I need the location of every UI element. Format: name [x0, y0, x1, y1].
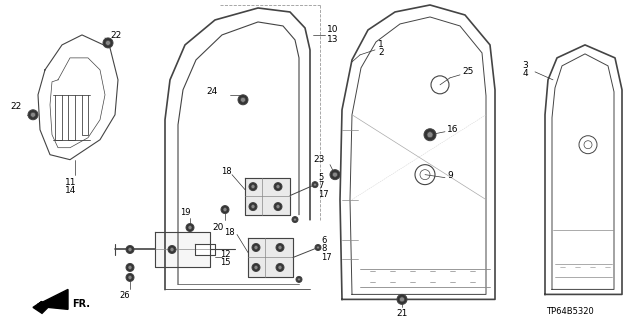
Text: 15: 15 — [220, 258, 230, 267]
Circle shape — [427, 132, 433, 138]
Circle shape — [314, 183, 317, 186]
Text: 16: 16 — [447, 125, 458, 134]
Text: 7: 7 — [318, 181, 323, 190]
Text: 6: 6 — [321, 236, 326, 245]
Text: 25: 25 — [462, 67, 474, 76]
Circle shape — [330, 170, 340, 180]
Circle shape — [126, 273, 134, 281]
Circle shape — [315, 244, 321, 250]
Text: 14: 14 — [65, 186, 76, 195]
Circle shape — [251, 204, 255, 209]
Circle shape — [333, 172, 337, 177]
Text: 1: 1 — [378, 41, 384, 49]
Text: 22: 22 — [110, 32, 121, 41]
Text: 9: 9 — [447, 171, 452, 180]
Text: 4: 4 — [522, 69, 528, 78]
Circle shape — [254, 265, 258, 270]
Text: 19: 19 — [180, 208, 190, 217]
Circle shape — [254, 246, 258, 249]
Circle shape — [252, 263, 260, 271]
Polygon shape — [195, 243, 215, 256]
Circle shape — [399, 297, 404, 302]
Circle shape — [249, 182, 257, 191]
Circle shape — [424, 129, 436, 141]
Circle shape — [170, 248, 174, 251]
Circle shape — [276, 204, 280, 209]
Circle shape — [126, 246, 134, 254]
Circle shape — [31, 112, 35, 117]
Text: 22: 22 — [10, 102, 21, 111]
Circle shape — [292, 217, 298, 223]
Text: 23: 23 — [314, 155, 325, 164]
Text: FR.: FR. — [72, 299, 90, 309]
Text: 26: 26 — [120, 291, 131, 300]
Circle shape — [188, 226, 192, 230]
Circle shape — [238, 95, 248, 105]
Circle shape — [397, 294, 407, 304]
Circle shape — [276, 243, 284, 251]
Circle shape — [278, 265, 282, 270]
Polygon shape — [245, 178, 290, 215]
Circle shape — [296, 277, 302, 282]
Circle shape — [223, 208, 227, 211]
Circle shape — [249, 203, 257, 211]
Circle shape — [221, 205, 229, 213]
Text: 13: 13 — [327, 35, 339, 44]
Circle shape — [168, 246, 176, 254]
Text: 17: 17 — [321, 253, 332, 262]
Text: 11: 11 — [65, 178, 77, 187]
Text: TP64B5320: TP64B5320 — [546, 307, 594, 316]
Circle shape — [298, 278, 301, 281]
Circle shape — [317, 246, 319, 249]
Circle shape — [126, 263, 134, 271]
Text: 18: 18 — [221, 167, 232, 176]
Circle shape — [278, 246, 282, 249]
Circle shape — [251, 185, 255, 189]
Text: 5: 5 — [318, 173, 323, 182]
Polygon shape — [155, 232, 210, 267]
Text: 24: 24 — [207, 87, 218, 96]
Circle shape — [274, 182, 282, 191]
Text: 20: 20 — [212, 223, 224, 232]
Circle shape — [128, 275, 132, 279]
Circle shape — [294, 218, 296, 221]
Circle shape — [252, 243, 260, 251]
Circle shape — [103, 38, 113, 48]
Text: 21: 21 — [396, 309, 408, 318]
Circle shape — [276, 185, 280, 189]
Circle shape — [106, 41, 111, 45]
Circle shape — [28, 110, 38, 120]
Circle shape — [276, 263, 284, 271]
Text: 17: 17 — [318, 190, 328, 199]
Circle shape — [241, 97, 246, 102]
Circle shape — [274, 203, 282, 211]
Circle shape — [128, 248, 132, 251]
Text: 8: 8 — [321, 244, 326, 253]
Circle shape — [186, 224, 194, 232]
Text: 3: 3 — [522, 61, 528, 70]
Text: 10: 10 — [327, 26, 339, 34]
Text: 12: 12 — [220, 250, 230, 259]
Polygon shape — [33, 289, 68, 313]
Circle shape — [312, 182, 318, 188]
Polygon shape — [248, 238, 293, 278]
Circle shape — [128, 265, 132, 270]
Text: 2: 2 — [378, 48, 383, 57]
Text: 18: 18 — [225, 228, 235, 237]
